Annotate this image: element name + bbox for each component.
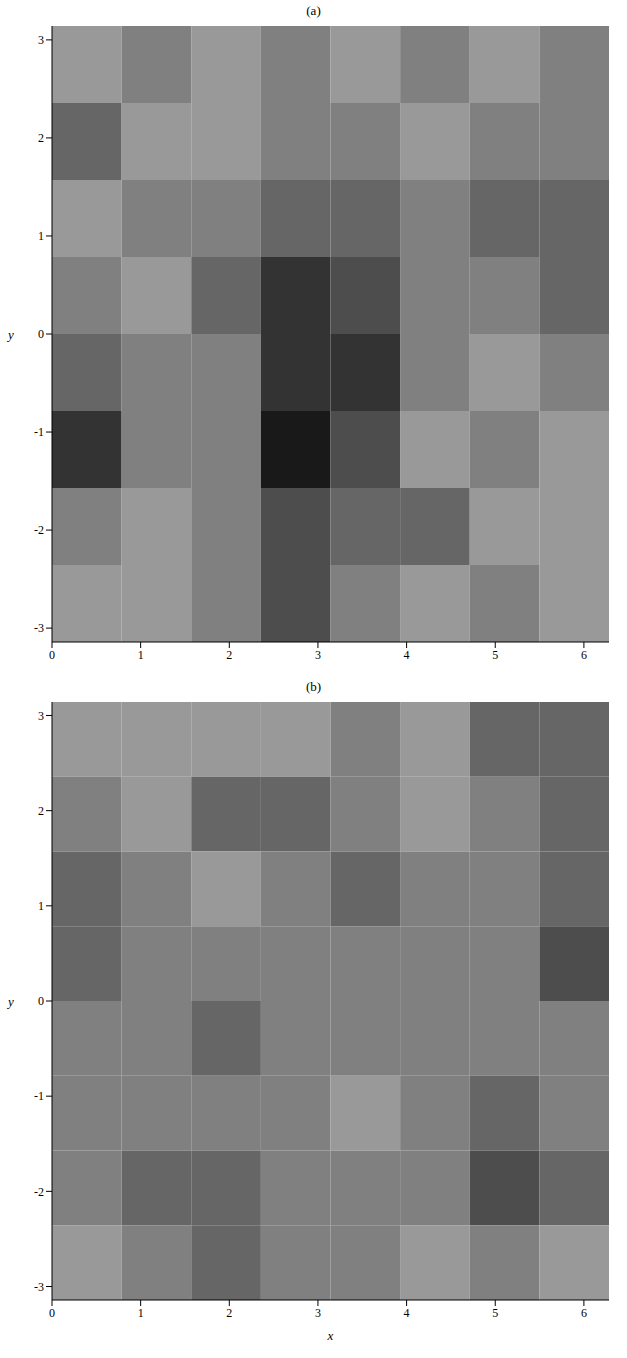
svg-text:0: 0 [49, 648, 55, 662]
svg-text:3: 3 [38, 709, 44, 723]
html-text:(a): (a) [306, 3, 321, 18]
svg-text:0: 0 [49, 1306, 55, 1320]
svg-text:1: 1 [138, 1306, 144, 1320]
svg-text:3: 3 [315, 648, 321, 662]
svg-text:3: 3 [38, 33, 44, 47]
svg-text:1: 1 [38, 899, 44, 913]
svg-text:6: 6 [581, 648, 587, 662]
svg-text:-3: -3 [34, 1280, 44, 1294]
svg-text:1: 1 [138, 648, 144, 662]
svg-text:-2: -2 [34, 523, 44, 537]
svg-text:5: 5 [492, 648, 498, 662]
svg-text:-1: -1 [34, 425, 44, 439]
svg-text:5: 5 [492, 1306, 498, 1320]
svg-text:x: x [327, 1328, 334, 1343]
svg-text:2: 2 [38, 131, 44, 145]
svg-text:2: 2 [226, 1306, 232, 1320]
svg-text:-1: -1 [34, 1089, 44, 1103]
html-text:(b): (b) [305, 679, 322, 694]
svg-text:y: y [6, 327, 14, 342]
svg-text:0: 0 [38, 994, 44, 1008]
svg-text:2: 2 [226, 648, 232, 662]
svg-text:2: 2 [38, 804, 44, 818]
svg-text:4: 4 [404, 648, 410, 662]
svg-text:0: 0 [38, 327, 44, 341]
svg-text:-2: -2 [34, 1185, 44, 1199]
svg-text:-3: -3 [34, 621, 44, 635]
svg-text:6: 6 [581, 1306, 587, 1320]
svg-text:y: y [6, 994, 14, 1009]
svg-text:4: 4 [404, 1306, 410, 1320]
svg-text:1: 1 [38, 229, 44, 243]
svg-text:3: 3 [315, 1306, 321, 1320]
